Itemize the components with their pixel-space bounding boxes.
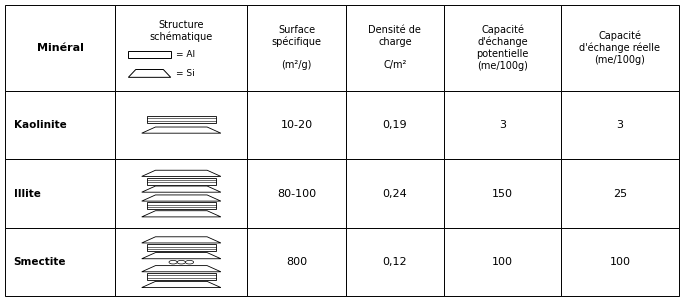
Bar [346,91,444,159]
Text: Surface
spécifique

(m²/g): Surface spécifique (m²/g) [272,25,321,70]
Bar [346,159,444,228]
Text: Capacité
d'échange réelle
(me/100g): Capacité d'échange réelle (me/100g) [579,30,661,65]
Bar [562,228,679,296]
Bar [562,5,679,91]
Polygon shape [142,186,221,192]
Text: 10-20: 10-20 [280,120,313,130]
Bar [444,91,562,159]
Polygon shape [142,127,221,133]
Circle shape [185,260,194,264]
Text: 3: 3 [499,120,506,130]
Polygon shape [129,70,171,77]
Circle shape [169,260,177,264]
Text: Minéral: Minéral [37,42,83,53]
Bar [444,228,562,296]
Bar [248,91,346,159]
Text: 3: 3 [616,120,623,130]
Text: 80-100: 80-100 [277,188,316,199]
Text: Structure
schématique: Structure schématique [150,20,213,42]
Text: 0,19: 0,19 [382,120,407,130]
Bar [562,91,679,159]
Text: 0,12: 0,12 [382,257,407,267]
Text: = Si: = Si [176,69,195,78]
Bar [147,178,215,185]
Bar [147,203,215,209]
Bar [562,159,679,228]
Polygon shape [142,170,221,176]
Bar [5,228,115,296]
Polygon shape [142,195,221,201]
Polygon shape [142,253,221,259]
Bar [115,159,248,228]
Bar [147,273,215,280]
Bar [115,5,248,91]
Polygon shape [142,237,221,243]
Bar [248,228,346,296]
Bar [129,51,171,58]
Text: 150: 150 [492,188,513,199]
Text: = Al: = Al [176,50,196,59]
Bar [147,116,215,123]
Bar [115,228,248,296]
Bar [5,5,115,91]
Bar [444,159,562,228]
Text: 800: 800 [286,257,307,267]
Bar [115,91,248,159]
Bar [346,5,444,91]
Bar [444,5,562,91]
Text: 25: 25 [613,188,627,199]
Bar [346,228,444,296]
Text: Capacité
d'échange
potentielle
(me/100g): Capacité d'échange potentielle (me/100g) [477,25,529,70]
Text: 0,24: 0,24 [382,188,407,199]
Text: Densité de
charge

C/m²: Densité de charge C/m² [369,25,421,70]
Text: Smectite: Smectite [14,257,66,267]
Polygon shape [142,281,221,287]
Bar [248,5,346,91]
Bar [5,159,115,228]
Text: Illite: Illite [14,188,40,199]
Text: 100: 100 [492,257,513,267]
Polygon shape [142,265,221,272]
Circle shape [177,260,185,264]
Bar [147,244,215,251]
Bar [5,91,115,159]
Text: 100: 100 [609,257,631,267]
Bar [248,159,346,228]
Text: Kaolinite: Kaolinite [14,120,66,130]
Polygon shape [142,211,221,217]
